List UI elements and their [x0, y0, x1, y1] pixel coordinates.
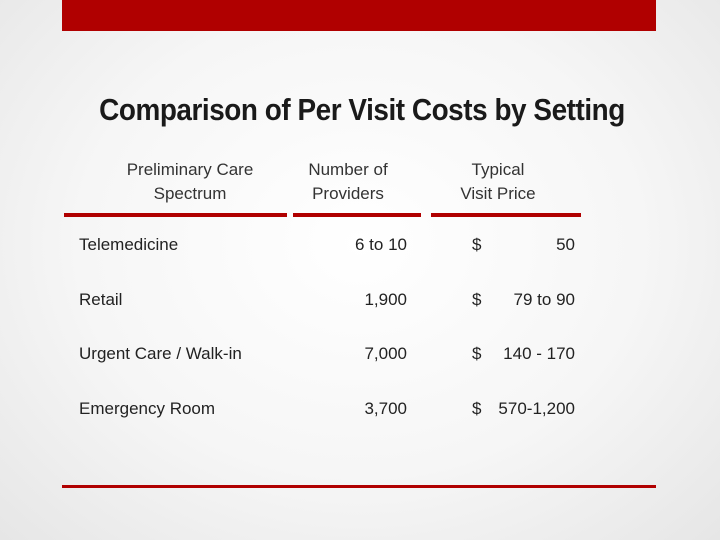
top-accent-bar [62, 0, 656, 31]
table-row: Telemedicine 6 to 10 $ 50 [0, 235, 720, 259]
setting-cell: Emergency Room [79, 399, 216, 418]
dollar-sign: $ [472, 290, 482, 309]
header-line: Spectrum [153, 184, 227, 203]
header-rule [431, 213, 581, 217]
price-cell: 570-1,200 [498, 399, 575, 418]
price-cell: 140 - 170 [503, 344, 575, 363]
providers-cell: 7,000 [364, 344, 407, 363]
header-rule [293, 213, 421, 217]
slide-title: Comparison of Per Visit Costs by Setting [99, 92, 625, 127]
header-number-of-providers: Number of Providers [288, 158, 408, 206]
providers-cell: 6 to 10 [355, 235, 407, 254]
header-line: Number of [308, 160, 388, 179]
providers-cell: 1,900 [364, 290, 407, 309]
header-line: Preliminary Care [126, 160, 254, 179]
dollar-sign: $ [472, 399, 482, 418]
header-line: Typical [471, 160, 525, 179]
price-cell: 79 to 90 [513, 290, 575, 309]
table-row: Urgent Care / Walk-in 7,000 $ 140 - 170 [0, 344, 720, 368]
dollar-sign: $ [472, 235, 482, 254]
providers-cell: 3,700 [364, 399, 407, 418]
table-row: Retail 1,900 $ 79 to 90 [0, 290, 720, 314]
header-rule [64, 213, 287, 217]
header-line: Visit Price [460, 184, 536, 203]
dollar-sign: $ [472, 344, 482, 363]
setting-cell: Retail [79, 290, 123, 309]
table-row: Emergency Room 3,700 $ 570-1,200 [0, 399, 720, 423]
header-line: Providers [312, 184, 384, 203]
header-typical-visit-price: Typical Visit Price [440, 158, 556, 206]
setting-cell: Telemedicine [79, 235, 179, 254]
bottom-accent-rule [62, 485, 656, 488]
setting-cell: Urgent Care / Walk-in [79, 344, 242, 363]
price-cell: 50 [556, 235, 575, 254]
header-care-spectrum: Preliminary Care Spectrum [90, 158, 290, 206]
